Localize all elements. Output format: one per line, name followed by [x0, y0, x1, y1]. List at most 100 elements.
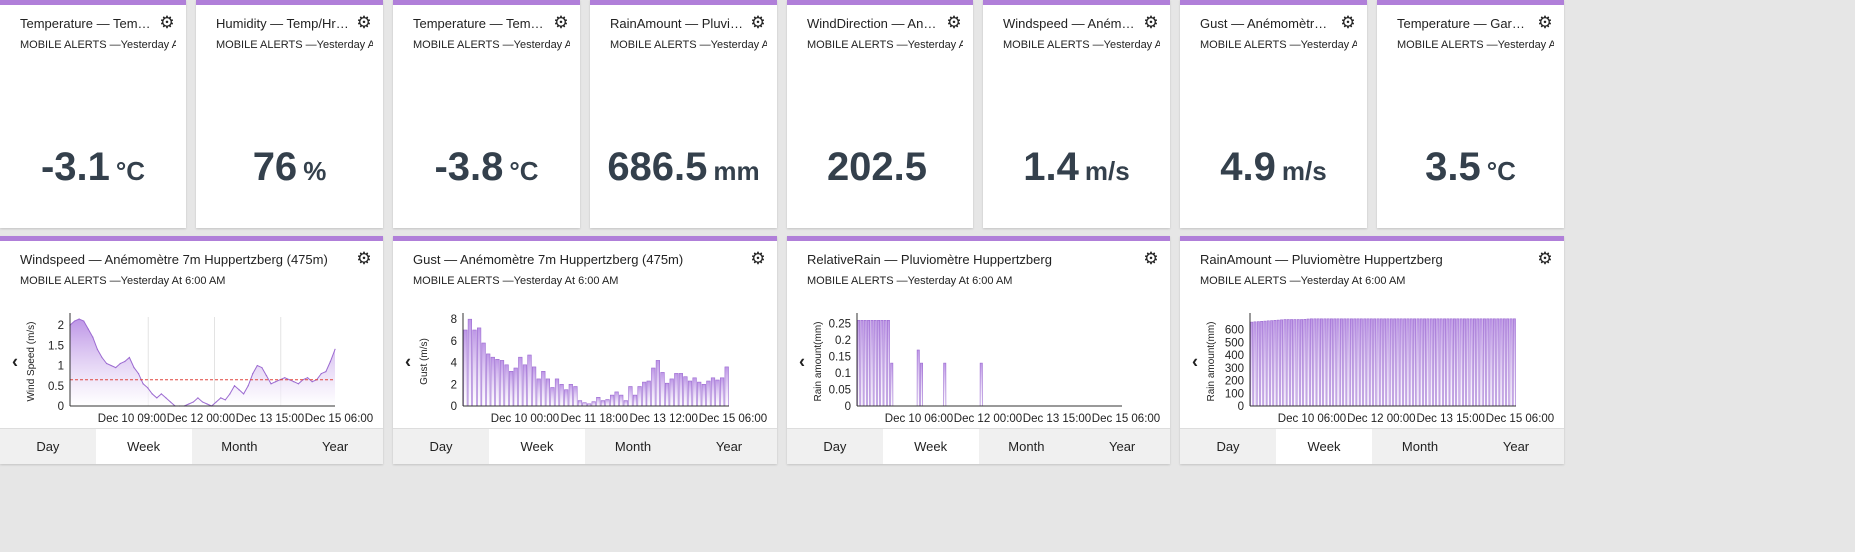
tile-title: Temperature — Garage: [1397, 16, 1530, 31]
gear-icon[interactable]: ⚙: [553, 13, 569, 32]
tab-day[interactable]: Day: [823, 439, 847, 454]
gear-icon[interactable]: ⚙: [356, 249, 372, 268]
bar: [472, 329, 477, 407]
bar: [943, 362, 947, 407]
bar: [1409, 318, 1413, 407]
bar: [1313, 318, 1317, 407]
bar: [1439, 318, 1443, 407]
gear-icon[interactable]: ⚙: [750, 13, 766, 32]
bar: [1459, 318, 1463, 407]
bar: [596, 397, 601, 407]
bar: [490, 356, 495, 407]
bar: [1286, 319, 1290, 407]
tile-unit: °C: [1486, 156, 1516, 186]
gear-icon[interactable]: ⚙: [356, 13, 372, 32]
bar: [1336, 318, 1340, 407]
bar: [1496, 318, 1500, 407]
tab-month[interactable]: Month: [614, 439, 652, 454]
bar: [1359, 318, 1363, 407]
data-point: [83, 320, 85, 322]
tab-month[interactable]: Month: [221, 439, 258, 454]
data-point: [133, 366, 135, 369]
chevron-left-icon[interactable]: ‹: [1192, 352, 1198, 372]
bar: [614, 391, 619, 407]
bar: [687, 380, 693, 407]
y-tick-label: 400: [1225, 350, 1244, 362]
bar: [1260, 321, 1264, 407]
data-point: [110, 364, 112, 367]
data-point: [275, 381, 277, 383]
y-tick-label: 2: [451, 379, 457, 391]
bar: [1350, 318, 1353, 407]
bar: [715, 379, 720, 407]
tab-week[interactable]: Week: [1276, 429, 1372, 464]
bar: [1489, 318, 1493, 407]
bar: [1443, 318, 1446, 407]
bar: [1469, 318, 1473, 407]
bar: [1253, 321, 1257, 407]
bar: [890, 362, 894, 407]
tab-week[interactable]: Week: [489, 429, 585, 464]
bar: [697, 381, 702, 407]
y-tick-label: 0: [58, 401, 64, 413]
data-point: [238, 389, 240, 391]
chevron-left-icon[interactable]: ‹: [12, 352, 18, 372]
data-point: [325, 371, 327, 373]
y-axis-label: Gust (m/s): [419, 338, 430, 385]
data-point: [96, 348, 99, 350]
bar: [1389, 318, 1393, 407]
tile-unit: °C: [509, 156, 539, 186]
gear-icon[interactable]: ⚙: [1340, 13, 1356, 32]
tab-day[interactable]: Day: [36, 439, 60, 454]
data-point: [73, 320, 76, 322]
tab-month[interactable]: Month: [1008, 439, 1045, 454]
y-tick-label: 600: [1225, 325, 1244, 337]
bar: [1486, 318, 1490, 407]
tab-week[interactable]: Week: [882, 429, 979, 464]
tab-month[interactable]: Month: [1401, 439, 1439, 454]
tab-year[interactable]: Year: [715, 439, 743, 454]
bar: [883, 320, 887, 407]
tab-year[interactable]: Year: [321, 439, 349, 454]
tab-year[interactable]: Year: [1108, 439, 1136, 454]
chevron-left-icon[interactable]: ‹: [799, 352, 805, 372]
y-axis-label: Rain amount(mm): [1206, 321, 1217, 401]
bar: [887, 320, 890, 407]
bar: [1256, 321, 1260, 407]
bar: [1276, 319, 1280, 407]
tab-day[interactable]: Day: [1216, 439, 1240, 454]
data-point: [156, 397, 158, 399]
bar: [920, 362, 923, 407]
gear-icon[interactable]: ⚙: [946, 13, 962, 32]
data-point: [224, 399, 226, 401]
chevron-left-icon[interactable]: ‹: [405, 352, 411, 372]
bar: [1466, 318, 1470, 407]
tile-unit: m/s: [1281, 156, 1327, 186]
bar: [1326, 318, 1330, 407]
range-tabs: Day Week Month Year: [0, 428, 383, 464]
bar: [1333, 318, 1337, 407]
tab-year[interactable]: Year: [1502, 439, 1530, 454]
bar: [655, 360, 661, 407]
tab-week[interactable]: Week: [95, 429, 192, 464]
tab-day[interactable]: Day: [429, 439, 453, 454]
data-point: [188, 403, 190, 405]
gear-icon[interactable]: ⚙: [1537, 13, 1553, 32]
tile-title: Temperature — Température Sol: [413, 16, 546, 31]
bar: [669, 378, 674, 407]
bar: [1363, 318, 1367, 407]
gear-icon[interactable]: ⚙: [1537, 249, 1553, 268]
bar: [1512, 318, 1516, 407]
bar: [1320, 318, 1323, 407]
bar: [632, 394, 638, 407]
bar: [692, 377, 697, 407]
bar: [1472, 318, 1476, 407]
tile-title: Humidity — Temp/Hr 1m50 H...: [216, 16, 349, 31]
bar: [1393, 318, 1397, 407]
data-point: [137, 373, 140, 375]
gear-icon[interactable]: ⚙: [1143, 249, 1159, 268]
gear-icon[interactable]: ⚙: [1143, 13, 1159, 32]
tile-humidity: Humidity — Temp/Hr 1m50 H... ⚙ MOBILE AL…: [196, 0, 383, 228]
gear-icon[interactable]: ⚙: [159, 13, 175, 32]
gear-icon[interactable]: ⚙: [750, 249, 766, 268]
